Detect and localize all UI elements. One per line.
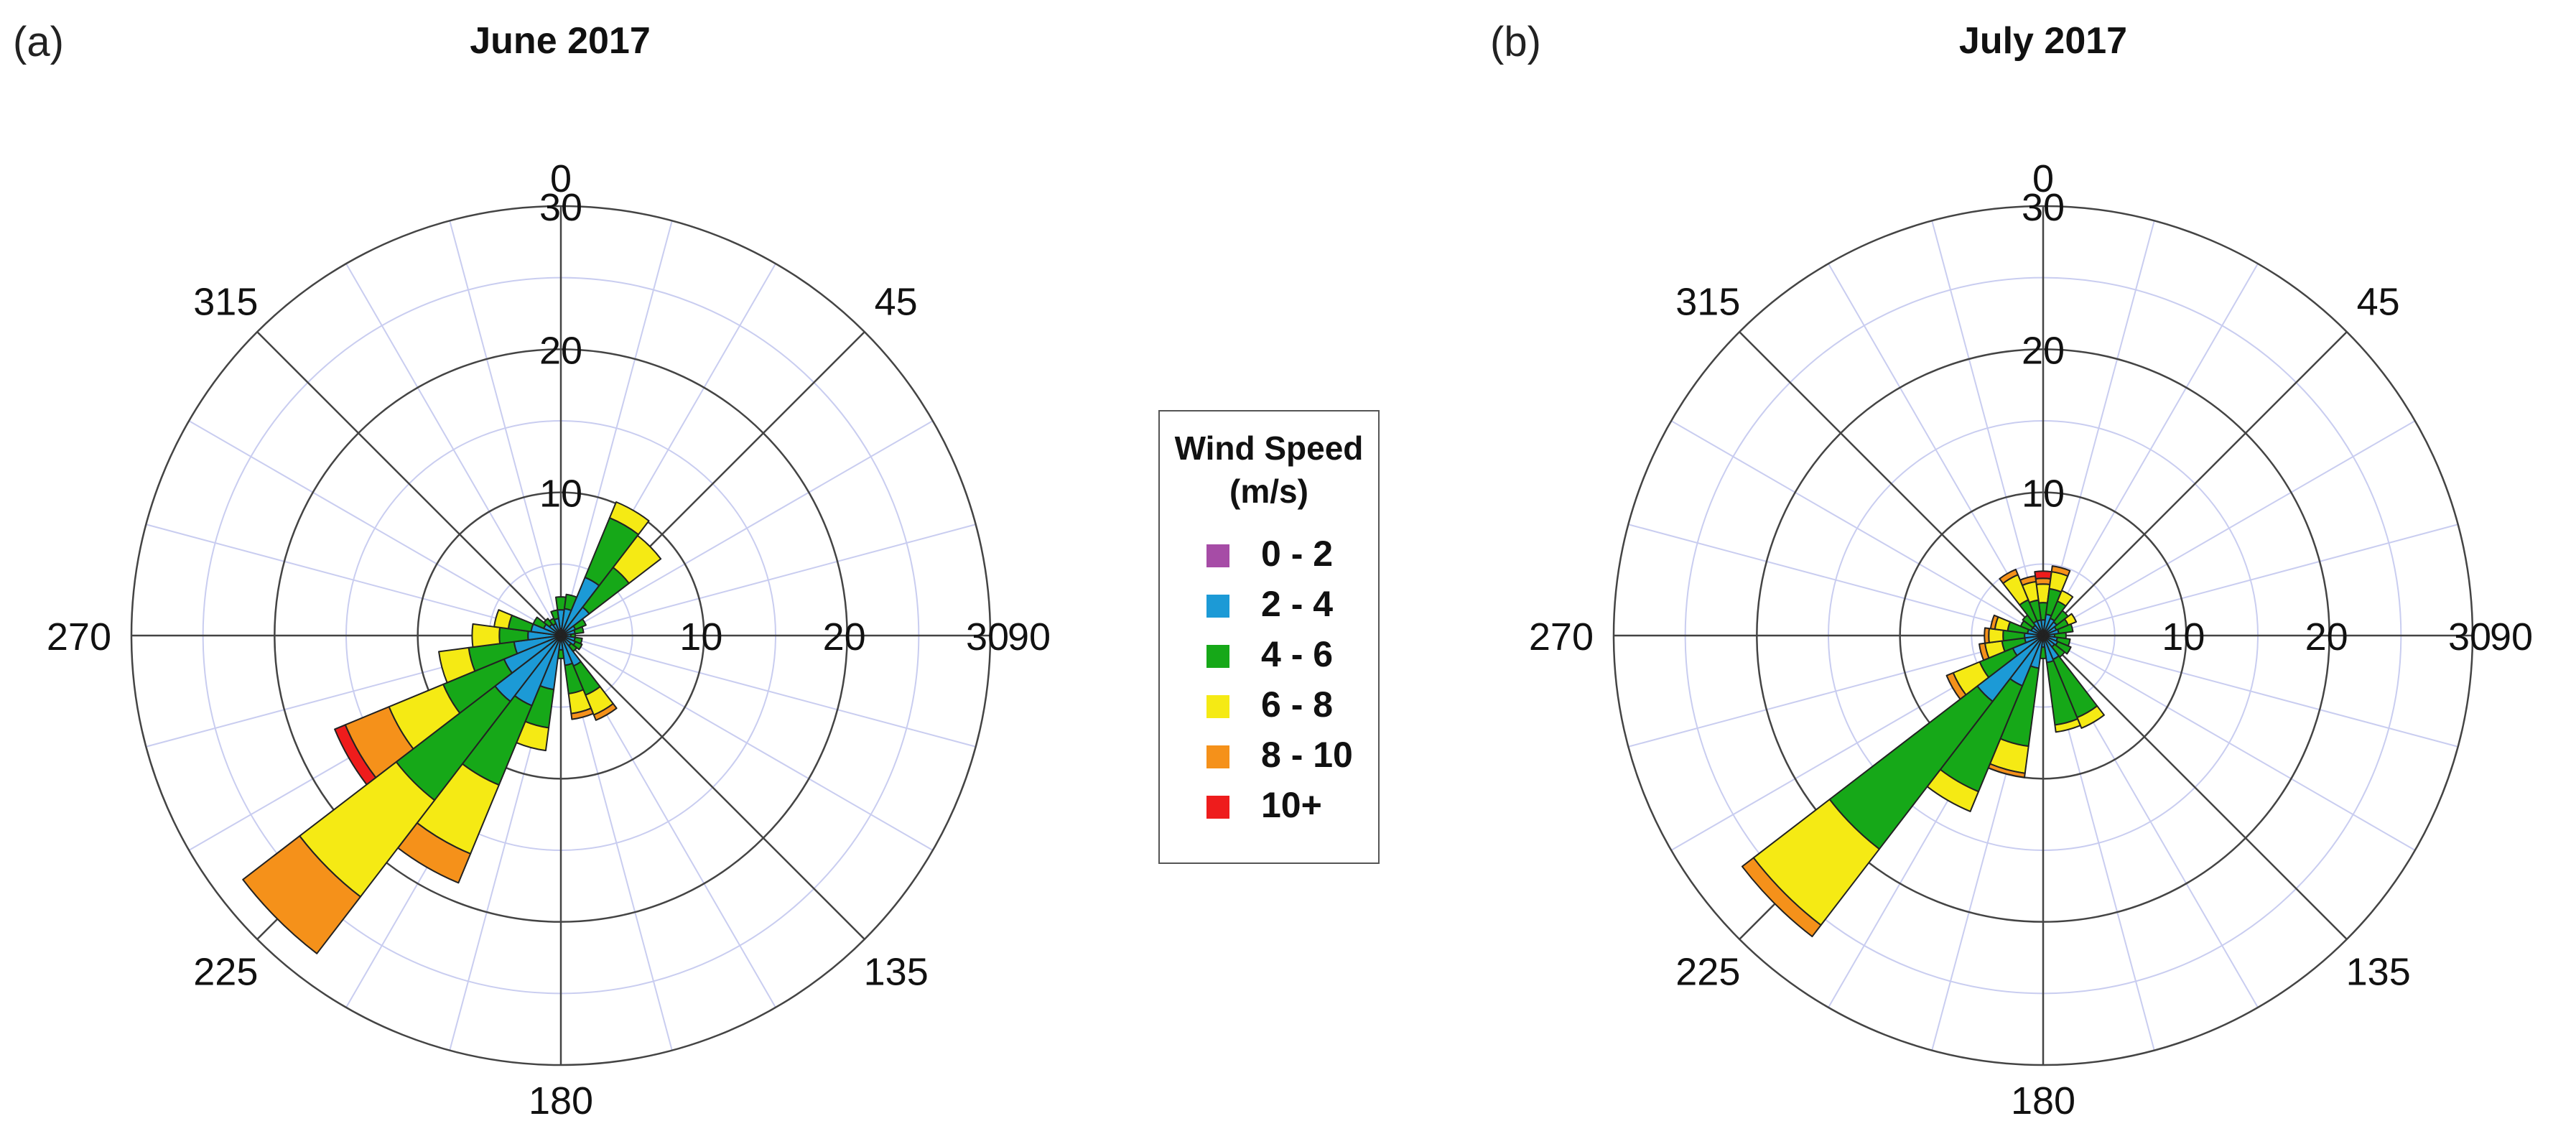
major-spoke [2042,331,2348,636]
radial-tick-label: 10 [2162,615,2205,659]
panel-label-b: (b) [1490,19,1541,65]
wind-rose-segment [1999,568,2019,585]
wind-rose-segment [532,616,547,630]
wind-rose-segment [1979,642,1990,661]
direction-label: 225 [1675,951,1740,994]
wind-rose-segment [592,702,618,721]
wind-rose-segment [334,724,377,786]
legend-items: 0 - 2 2 - 4 4 - 6 6 - 8 8 - 10 10+ [1206,534,1353,825]
direction-label: 135 [2346,951,2411,994]
radial-tick-label: 30 [2022,186,2065,229]
wind-rose-segment [438,646,476,684]
wind-rose-segment [1741,857,1822,938]
wind-rose-bars [242,501,662,954]
direction-label: 90 [1008,615,1051,659]
legend-title-unit: (m/s) [1229,473,1308,510]
wind-rose-segment [2056,590,2074,607]
wind-rose-segment [608,501,650,536]
legend-swatch [1206,796,1229,819]
legend-swatch [1206,595,1229,618]
radial-tick-label: 20 [2305,615,2348,659]
direction-label: 45 [875,280,918,323]
panel-title-july: July 2017 [1959,20,2127,62]
wind-rose-segment [1989,614,1999,631]
legend-label: 2 - 4 [1261,584,1333,624]
radial-tick-label: 30 [539,186,582,229]
wind-rose-segment [573,626,585,635]
wind-rose-segment [2034,570,2052,580]
wind-rose-segment [2054,718,2081,733]
radial-tick-label: 20 [539,329,582,372]
axis-labels: 0 45 90 135 180 225 270 315 10 10 20 20 30 30 [47,157,1051,1122]
direction-label: 180 [2011,1079,2075,1122]
direction-label: 315 [1675,280,1740,323]
panel-title-june: June 2017 [470,20,651,62]
wind-rose-segment [550,609,559,620]
radial-tick-label: 20 [823,615,866,659]
wind-rose-bars [1741,565,2105,938]
wind-rose-segment [471,623,501,648]
wind-rose-segment [570,707,595,720]
panel-label-a: (a) [13,19,64,65]
direction-label: 0 [2032,157,2054,200]
wind-rose-segment [242,835,361,954]
wind-rose-segment [572,641,583,651]
wind-rose-segment [2057,623,2074,635]
direction-label: 0 [550,157,572,200]
legend-label: 8 - 10 [1261,735,1353,775]
wind-rose-segment [2019,575,2037,587]
major-spoke [560,635,865,940]
direction-label: 225 [193,951,258,994]
direction-label: 180 [529,1079,593,1122]
wind-rose-segment [2050,565,2071,577]
major-spoke [256,331,562,636]
wind-rose-segment [1984,627,1990,644]
wind-rose-segment [612,534,662,585]
wind-rose-segment [2076,705,2105,729]
wind-rose-segment [2055,641,2072,655]
legend-label: 10+ [1261,785,1322,825]
wind-rose-panel-june: (a) June 2017 0 45 90 135 180 225 270 315 10 10 20… [13,19,1051,1122]
legend-swatch [1206,544,1229,567]
direction-label: 315 [193,280,258,323]
axis-labels: 0 45 90 135 180 225 270 315 10 10 20 20 30 30 [1529,157,2533,1122]
direction-label: 270 [47,615,111,659]
direction-label: 45 [2357,280,2400,323]
wind-rose-segment [543,618,553,628]
legend-frame [1158,410,1380,864]
radial-tick-label: 10 [2022,473,2065,516]
wind-rose-segment [1945,671,1967,700]
wind-rose-segment [572,618,587,631]
legend-label: 6 - 8 [1261,684,1333,725]
major-spoke [1739,331,2044,636]
legend-swatch [1206,645,1229,668]
legend-title: Wind Speed [1175,429,1364,467]
major-spoke [2042,635,2348,940]
legend-label: 0 - 2 [1261,534,1333,574]
wind-rose-segment [493,609,513,630]
wind-rose-segment [2064,613,2078,626]
direction-label: 90 [2490,615,2533,659]
radial-tick-label: 20 [2022,329,2065,372]
direction-label: 270 [1529,615,1594,659]
direction-label: 135 [864,951,929,994]
radial-tick-label: 30 [966,615,1009,659]
radial-tick-label: 30 [2448,615,2491,659]
legend-swatch [1206,745,1229,768]
legend-swatch [1206,695,1229,718]
radial-tick-label: 10 [539,473,582,516]
radial-tick-label: 10 [679,615,722,659]
legend-label: 4 - 6 [1261,634,1333,674]
wind-rose-panel-july: (b) July 2017 0 45 90 135 180 225 270 315 10 10 20… [1490,19,2533,1122]
wind-speed-legend: Wind Speed (m/s) 0 - 2 2 - 4 4 - 6 6 - 8 8 -… [1158,410,1380,864]
